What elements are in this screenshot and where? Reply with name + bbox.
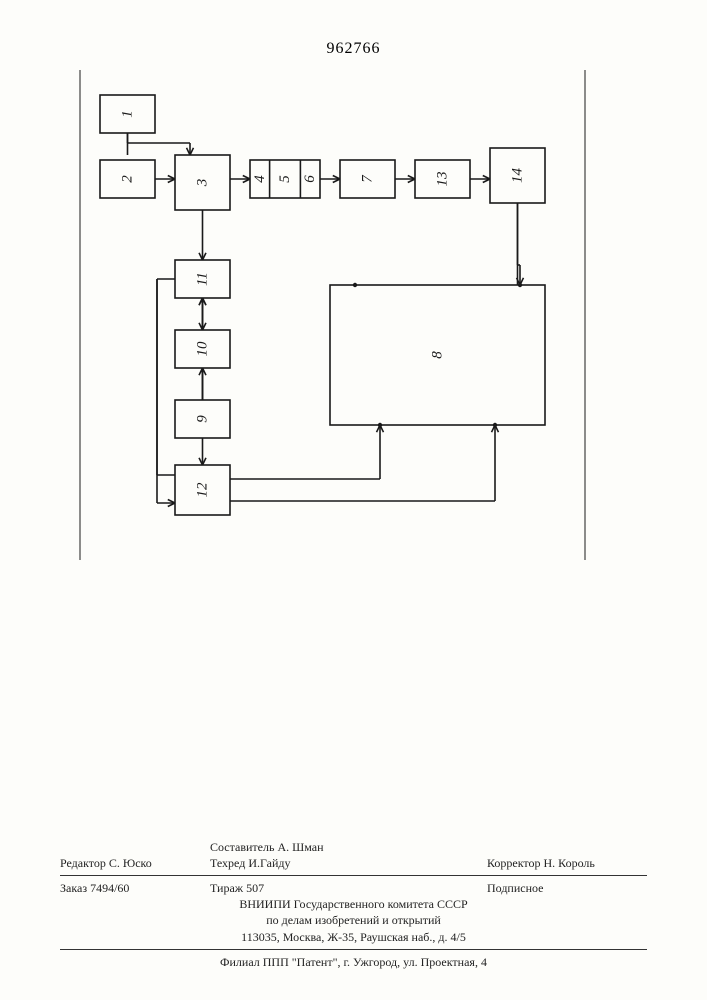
block-diagram: 1237131481110912456 xyxy=(0,0,707,620)
svg-text:5: 5 xyxy=(277,175,293,183)
svg-text:2: 2 xyxy=(120,175,136,183)
divider-1 xyxy=(60,875,647,876)
svg-text:13: 13 xyxy=(435,172,451,187)
signed: Подписное xyxy=(487,881,544,895)
svg-text:11: 11 xyxy=(195,272,211,286)
page: 962766 1237131481110912456 Составитель А… xyxy=(0,0,707,1000)
corrector-label: Корректор xyxy=(487,856,541,870)
editor-name: С. Юско xyxy=(109,856,152,870)
svg-text:14: 14 xyxy=(510,168,526,184)
org-line-1: ВНИИПИ Государственного комитета СССР xyxy=(60,896,647,912)
svg-text:1: 1 xyxy=(120,110,136,118)
svg-text:12: 12 xyxy=(195,482,211,498)
order-num: 7494/60 xyxy=(90,881,129,895)
branch-line: Филиал ППП "Патент", г. Ужгород, ул. Про… xyxy=(60,954,647,970)
svg-text:6: 6 xyxy=(302,175,318,183)
svg-text:9: 9 xyxy=(195,415,211,423)
editor-label: Редактор xyxy=(60,856,106,870)
divider-2 xyxy=(60,949,647,950)
corrector-name: Н. Король xyxy=(544,856,595,870)
footer-block: Составитель А. Шман Редактор С. Юско Тех… xyxy=(60,839,647,970)
tirazh-label: Тираж xyxy=(210,881,243,895)
order-label: Заказ xyxy=(60,881,87,895)
svg-text:3: 3 xyxy=(195,179,211,188)
svg-text:8: 8 xyxy=(430,351,446,359)
tirazh-num: 507 xyxy=(246,881,264,895)
compiler-name: А. Шман xyxy=(277,840,323,854)
svg-text:10: 10 xyxy=(195,341,211,357)
svg-text:7: 7 xyxy=(360,174,376,183)
techred-label: Техред xyxy=(210,856,245,870)
svg-text:4: 4 xyxy=(252,175,268,183)
techred-name: И.Гайду xyxy=(248,856,290,870)
compiler-label: Составитель xyxy=(210,840,274,854)
org-line-2: по делам изобретений и открытий xyxy=(60,912,647,928)
doc-number: 962766 xyxy=(0,40,707,58)
addr-line-1: 113035, Москва, Ж-35, Раушская наб., д. … xyxy=(60,929,647,945)
